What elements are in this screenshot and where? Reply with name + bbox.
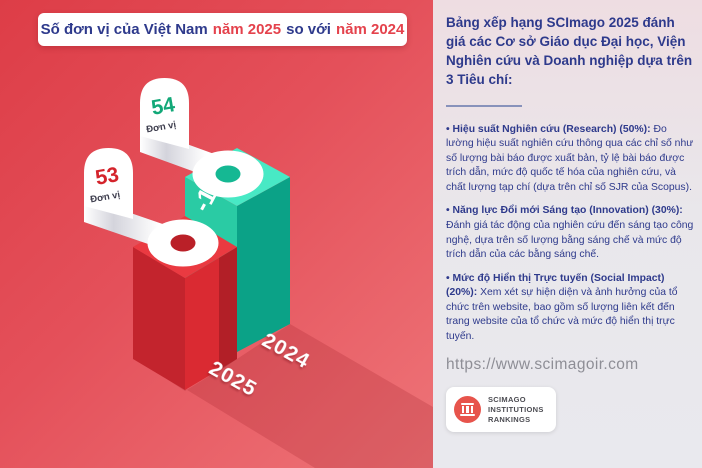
title-banner: Số đơn vị của Việt Nam năm 2025 so với n…	[38, 13, 407, 46]
logo-line-2: INSTITUTIONS	[488, 405, 544, 415]
criterion-research: • Hiệu suất Nghiên cứu (Research) (50%):…	[446, 123, 696, 196]
logo-line-3: RANKINGS	[488, 414, 531, 424]
title-part1: Số đơn vị của Việt Nam	[40, 21, 208, 38]
scimago-logo-text: SCIMAGO INSTITUTIONS RANKINGS	[488, 395, 544, 424]
unit-2024: Đơn vị	[146, 119, 177, 135]
scimago-logo-card: SCIMAGO INSTITUTIONS RANKINGS	[446, 387, 556, 433]
bar-2025-cast-shadow	[219, 247, 237, 371]
title-year-2025: năm 2025	[212, 21, 282, 38]
chart-section: -1 54 Đơn vị 53 Đơn vị	[0, 0, 433, 468]
criterion-innovation: • Năng lực Đổi mới Sáng tạo (Innovation)…	[446, 204, 696, 262]
title-year-2024: năm 2024	[335, 21, 405, 38]
isometric-chart: -1 54 Đơn vị 53 Đơn vị	[84, 78, 433, 468]
divider-line	[446, 104, 522, 107]
criterion-innovation-body: Đánh giá tác động của nghiên cứu đến sán…	[446, 219, 694, 261]
value-2025: 53	[94, 163, 121, 190]
title-part2: so với	[286, 21, 331, 38]
bar-2024-right-face	[237, 177, 290, 352]
value-flag-2025: 53 Đơn vị	[84, 148, 133, 219]
info-panel: Bảng xếp hạng SCImago 2025 đánh giá các …	[433, 0, 702, 468]
criterion-research-lead: • Hiệu suất Nghiên cứu (Research) (50%):	[446, 123, 651, 135]
criterion-social-impact-body: Xem xét sự hiện diện và ảnh hưởng của tổ…	[446, 287, 678, 342]
value-2024: 54	[150, 93, 177, 120]
bar-2025-right-face	[185, 247, 237, 390]
criterion-innovation-lead: • Năng lực Đổi mới Sáng tạo (Innovation)…	[446, 205, 683, 217]
panel-heading: Bảng xếp hạng SCImago 2025 đánh giá các …	[446, 15, 693, 87]
flag-shape	[140, 78, 189, 149]
logo-line-1: SCIMAGO	[488, 395, 526, 405]
donut-2024	[192, 150, 264, 198]
institution-columns-icon	[454, 396, 481, 424]
value-flag-2024: 54 Đơn vị	[140, 78, 189, 149]
criterion-social-impact: • Mức độ Hiển thị Trực tuyến (Social Imp…	[446, 272, 696, 345]
criterion-research-body: Đo lường hiệu suất nghiên cứu thông qua …	[446, 123, 694, 193]
flag-shape	[84, 148, 133, 219]
website-url: https://www.scimagoir.com	[446, 356, 639, 374]
unit-2025: Đơn vị	[90, 189, 121, 205]
criterion-social-impact-lead: • Mức độ Hiển thị Trực tuyến (Social Imp…	[446, 272, 665, 299]
donut-2025	[147, 219, 219, 267]
criteria-list: • Hiệu suất Nghiên cứu (Research) (50%):…	[446, 123, 696, 345]
floor-shadow	[133, 324, 433, 468]
bar-2025-left-face	[133, 247, 185, 390]
